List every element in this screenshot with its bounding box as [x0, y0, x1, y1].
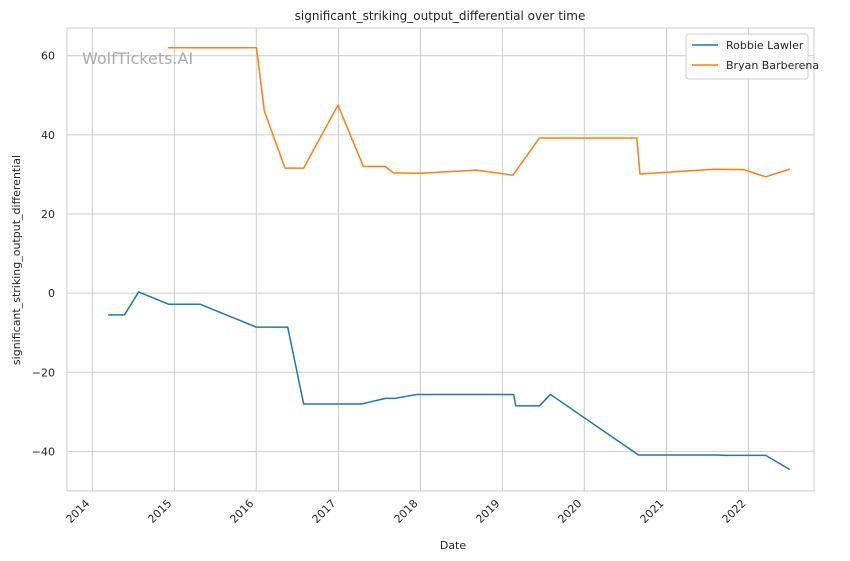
y-tick-label: 60 [41, 50, 55, 63]
chart-title: significant_striking_output_differential… [295, 9, 586, 23]
x-tick-label: 2016 [227, 497, 256, 526]
x-tick-label: 2014 [64, 497, 93, 526]
x-tick-label: 2021 [638, 497, 667, 526]
y-tick-label: 20 [41, 208, 55, 221]
series-line-bryan-barberena [167, 47, 791, 178]
legend-label-robbie-lawler: Robbie Lawler [726, 39, 804, 52]
legend: Robbie Lawler Bryan Barberena [685, 33, 819, 80]
series-line-robbie-lawler [108, 291, 791, 470]
plot-background [67, 28, 814, 491]
x-axis-label: Date [440, 539, 467, 552]
y-tick-label: 0 [48, 287, 55, 300]
x-tick-label: 2017 [310, 497, 339, 526]
x-tick-label: 2022 [720, 497, 749, 526]
watermark: WolfTickets.AI [82, 49, 193, 68]
y-tick-label: −20 [32, 366, 55, 379]
y-tick-label: 40 [41, 129, 55, 142]
y-tick-label: −40 [32, 445, 55, 458]
legend-label-bryan-barberena: Bryan Barberena [726, 59, 819, 72]
x-tick-labels: 2014 2015 2016 2017 2018 2019 2020 2021 2022 [64, 497, 749, 526]
series-lines [108, 47, 791, 470]
x-tick-label: 2015 [145, 497, 174, 526]
x-tick-label: 2019 [473, 497, 502, 526]
y-tick-labels: −40 −20 0 20 40 60 [32, 50, 55, 459]
x-tick-label: 2018 [392, 497, 421, 526]
x-tick-label: 2020 [555, 497, 584, 526]
plot-frame [66, 27, 815, 492]
y-axis-label: significant_striking_output_differential [10, 155, 23, 365]
